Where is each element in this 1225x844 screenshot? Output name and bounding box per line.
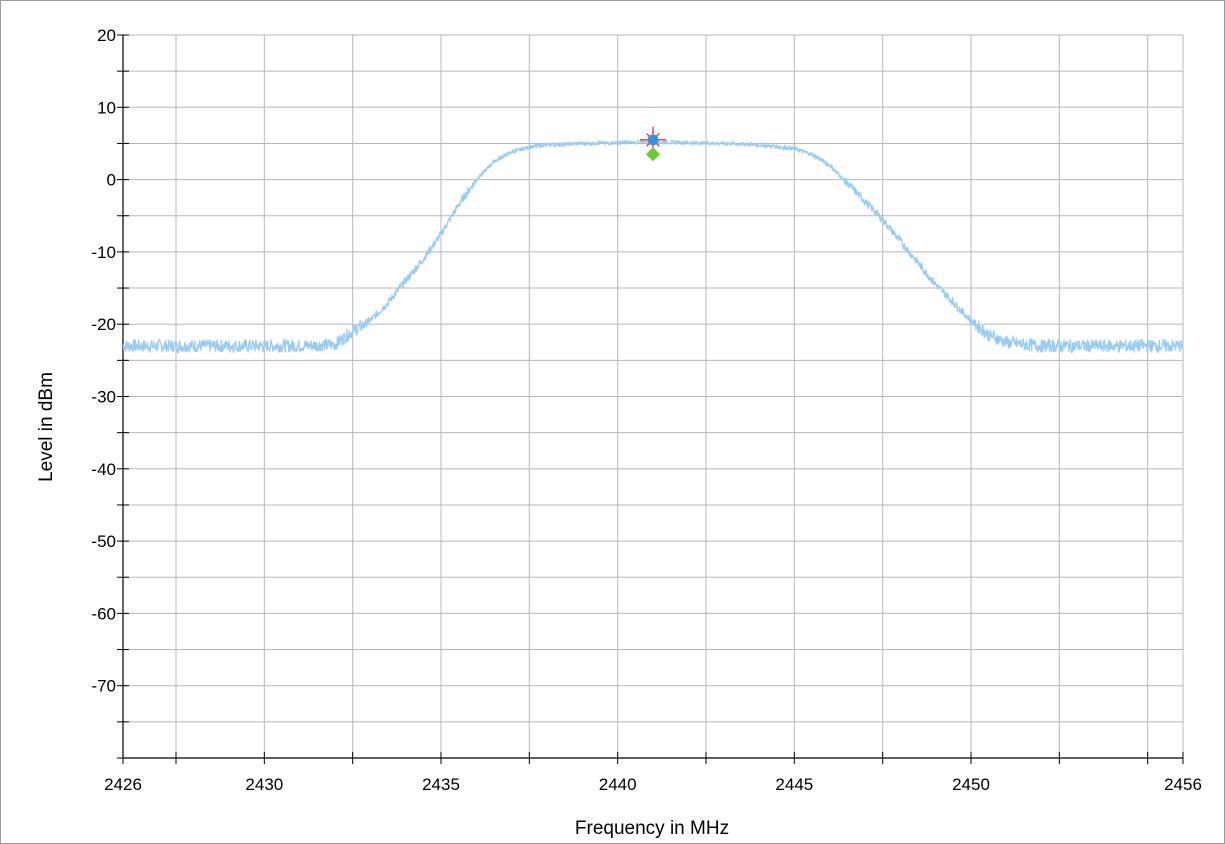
x-tick-label: 2450 xyxy=(952,775,990,794)
ticks: 20 10 0 -10 -20 -30 -40 -50 -60 -70 2426 2430 2435 24… xyxy=(91,26,1201,794)
x-tick-label: 2435 xyxy=(422,775,460,794)
y-tick-label: -10 xyxy=(91,243,116,262)
x-axis-label: Frequency in MHz xyxy=(575,818,729,839)
y-tick-label: 10 xyxy=(97,98,116,117)
y-tick-label: 20 xyxy=(97,26,116,45)
y-tick-label: -40 xyxy=(91,460,116,479)
y-tick-label: -30 xyxy=(91,388,116,407)
markers-layer xyxy=(640,126,666,162)
y-tick-label: 0 xyxy=(107,171,116,190)
y-axis-label: Level in dBm xyxy=(36,372,57,482)
y-tick-label: -70 xyxy=(91,677,116,696)
x-tick-label: 2430 xyxy=(245,775,283,794)
y-tick-label: -60 xyxy=(91,604,116,623)
x-tick-label: 2445 xyxy=(775,775,813,794)
x-tick-label: 2456 xyxy=(1164,775,1202,794)
y-tick-label: -20 xyxy=(91,315,116,334)
x-tick-label: 2426 xyxy=(104,775,142,794)
x-tick-label: 2440 xyxy=(599,775,637,794)
y-tick-label: -50 xyxy=(91,532,116,551)
diamond-marker xyxy=(646,147,660,162)
circle-marker xyxy=(647,134,659,146)
